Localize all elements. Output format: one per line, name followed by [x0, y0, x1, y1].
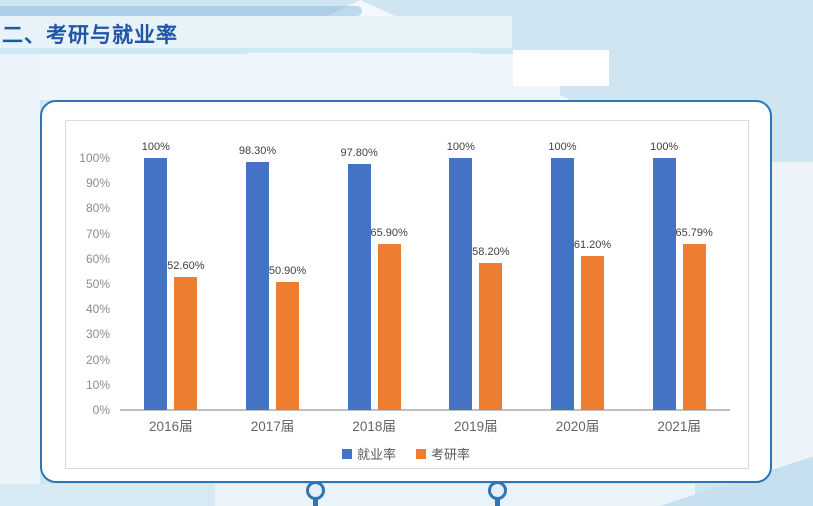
bar-data-label: 100%: [141, 141, 170, 153]
empty-text-box: [513, 50, 609, 86]
bar-data-label: 65.90%: [370, 226, 408, 239]
y-tick-label: 70%: [85, 226, 110, 241]
bar-employment-rate: [144, 158, 168, 410]
y-tick-label: 30%: [85, 327, 110, 342]
bar-data-label: 100%: [446, 141, 475, 153]
bar-data-label: 100%: [650, 141, 679, 153]
x-tick-label: 2021届: [657, 419, 701, 434]
bar-data-label: 97.80%: [340, 146, 378, 159]
y-tick-label: 50%: [85, 277, 110, 291]
background-shape: [0, 54, 40, 484]
legend-swatch-orange-icon: [416, 448, 426, 459]
y-tick-label: 90%: [85, 176, 110, 191]
title-underline: [0, 48, 516, 53]
chart-card: 0% 10% 20% 30% 40% 50% 60% 70% 80% 90% 100% 2016届 10…: [40, 100, 772, 483]
x-axis-line: [120, 409, 730, 411]
background-shape: [0, 484, 215, 506]
bar-employment-rate: [652, 158, 676, 410]
pin-stem: [313, 498, 318, 506]
y-tick-label: 20%: [85, 352, 110, 367]
bar-kaoyan-rate: [581, 255, 604, 410]
chart-legend: 就业率 考研率: [42, 444, 770, 463]
bar-employment-rate: [347, 163, 371, 410]
bar-data-label: 98.30%: [238, 145, 277, 158]
bar-kaoyan-rate: [479, 263, 503, 410]
bar-employment-rate: [246, 162, 269, 410]
pin-stem: [495, 498, 500, 506]
bar-kaoyan-rate: [682, 244, 706, 410]
y-tick-label: 0%: [92, 403, 110, 417]
plot-area: [65, 120, 749, 469]
x-tick-label: 2020届: [555, 419, 600, 434]
bar-kaoyan-rate: [276, 281, 299, 410]
x-tick-label: 2019届: [454, 419, 498, 434]
bar-kaoyan-rate: [377, 243, 401, 410]
background-shape: [0, 6, 362, 16]
bar-kaoyan-rate: [174, 277, 198, 410]
bar-data-label: 65.79%: [675, 227, 713, 240]
y-tick-label: 60%: [85, 251, 110, 266]
background-shape: [215, 484, 695, 506]
legend-label: 考研率: [431, 447, 471, 462]
bar-data-label: 61.20%: [573, 238, 612, 251]
legend-item-kaoyan-rate: 考研率: [416, 444, 470, 463]
bar-employment-rate: [551, 158, 574, 410]
bar-data-label: 100%: [548, 141, 577, 153]
background-shape: [0, 16, 512, 48]
page-title: 二、考研与就业率: [2, 24, 178, 47]
legend-swatch-blue-icon: [341, 448, 352, 459]
legend-label: 就业率: [356, 447, 396, 462]
legend-item-employment-rate: 就业率: [341, 444, 396, 463]
bar-data-label: 50.90%: [268, 264, 307, 277]
x-tick-label: 2016届: [149, 419, 193, 434]
y-tick-label: 40%: [85, 302, 110, 317]
x-tick-label: 2018届: [352, 419, 396, 434]
y-tick-label: 100%: [79, 151, 110, 165]
background-shape: [0, 54, 560, 100]
bar-data-label: 52.60%: [167, 260, 205, 273]
x-tick-label: 2017届: [250, 419, 295, 434]
background-shape: [772, 162, 813, 484]
y-tick-label: 80%: [85, 201, 110, 216]
bar-data-label: 58.20%: [472, 246, 510, 259]
y-tick-label: 10%: [85, 377, 110, 392]
bar-employment-rate: [449, 158, 473, 410]
